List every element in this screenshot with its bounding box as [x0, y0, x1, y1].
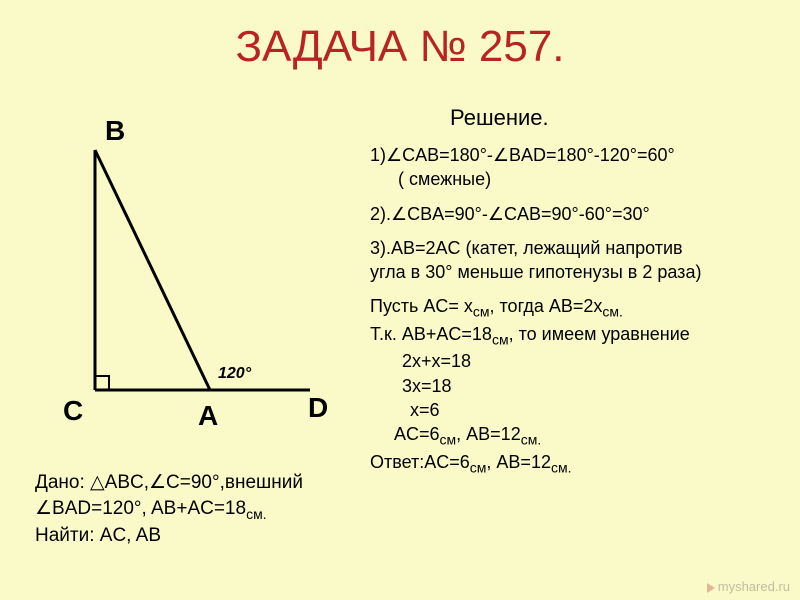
let-l2a: Т.к. AB+AC=18 — [370, 324, 492, 344]
unit-8: см. — [246, 505, 267, 521]
geometry-diagram: B C A D 120° — [30, 120, 330, 420]
unit-3: см — [492, 332, 509, 348]
step-1: 1)∠CAB=180°-∠BAD=180°-120°=60° ( смежные… — [370, 143, 780, 192]
unit-5: см. — [521, 432, 542, 448]
unit-4: см — [440, 432, 457, 448]
let-l1b: , тогда AB=2x — [490, 296, 603, 316]
solution-block: Решение. 1)∠CAB=180°-∠BAD=180°-120°=60° … — [370, 105, 780, 477]
answer-line: Ответ:AC=6см, AB=12см. — [370, 452, 571, 472]
let-l1a: Пусть AC= x — [370, 296, 473, 316]
watermark: myshared.ru — [707, 579, 790, 594]
let-l2b: , то имеем уравнение — [509, 324, 690, 344]
angle-120: 120° — [218, 365, 251, 383]
given-l1: Дано: △ABC,∠C=90°,внешний — [35, 472, 303, 493]
step-3-line2: угла в 30° меньше гипотенузы в 2 раза) — [370, 262, 701, 282]
unit-1: см — [473, 304, 490, 320]
triangle-svg — [30, 120, 330, 420]
step-3: 3).AB=2AC (катет, лежащий напротив угла … — [370, 236, 780, 285]
unit-7: см. — [551, 459, 572, 475]
given-l3: Найти: AC, AB — [35, 525, 161, 546]
vertex-C: C — [63, 395, 83, 427]
vertex-B: B — [105, 115, 125, 147]
step-1-line1: 1)∠CAB=180°-∠BAD=180°-120°=60° — [370, 145, 675, 165]
step-1-line2: ( смежные) — [370, 167, 780, 191]
vertex-D: D — [308, 392, 328, 424]
ans-a: Ответ:AC=6 — [370, 452, 470, 472]
step-2: 2).∠CBA=90°-∠CAB=90°-60°=30° — [370, 202, 780, 226]
watermark-text: myshared.ru — [718, 579, 790, 594]
eq-1: 2x+x=18 — [370, 349, 780, 373]
eq-3: x=6 — [370, 398, 780, 422]
res-line: AC=6см, AB=12см. — [370, 422, 780, 449]
page-title: ЗАДАЧА № 257. — [0, 0, 800, 82]
play-icon — [707, 583, 715, 593]
let-block: Пусть AC= xсм, тогда AB=2xсм. Т.к. AB+AC… — [370, 294, 780, 477]
res-a: AC=6 — [394, 424, 440, 444]
ans-b: , AB=12 — [486, 452, 551, 472]
vertex-A: A — [198, 400, 218, 432]
res-b: , AB=12 — [456, 424, 521, 444]
unit-2: см. — [602, 304, 623, 320]
unit-6: см — [470, 459, 487, 475]
given-l2a: ∠BAD=120°, AB+AC=18 — [35, 498, 246, 519]
step-3-line1: 3).AB=2AC (катет, лежащий напротив — [370, 238, 683, 258]
eq-2: 3x=18 — [370, 374, 780, 398]
given-block: Дано: △ABC,∠C=90°,внешний ∠BAD=120°, AB+… — [35, 470, 355, 549]
step-2-text: 2).∠CBA=90°-∠CAB=90°-60°=30° — [370, 204, 650, 224]
solution-heading: Решение. — [450, 105, 780, 131]
